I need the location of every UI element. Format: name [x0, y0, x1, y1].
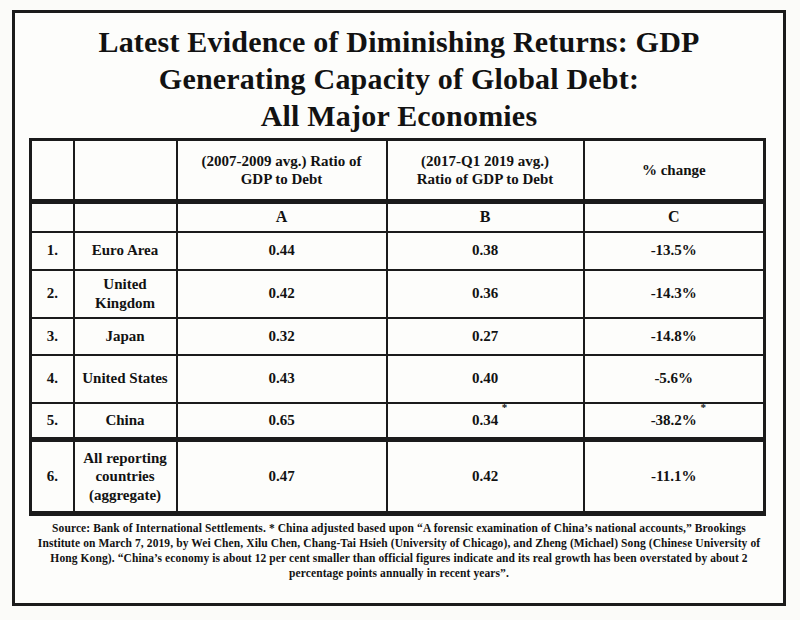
row-number: 6.: [31, 440, 74, 514]
value-b-text: 0.27: [472, 328, 498, 344]
economy-name: United Kingdom: [74, 270, 177, 318]
row-number: 2.: [31, 270, 74, 318]
value-b-text: 0.42: [472, 468, 498, 484]
value-c: -13.5%: [584, 232, 765, 270]
economy-name: All reporting countries (aggregate): [74, 440, 177, 514]
table-row-china: 5. China 0.65 0.34* -38.2%*: [31, 403, 765, 440]
table-row-japan: 3. Japan 0.32 0.27 -14.8%: [31, 318, 765, 355]
letter-num-cell: [31, 202, 74, 232]
col-b-header: (2017-Q1 2019 avg.) Ratio of GDP to Debt: [387, 140, 584, 202]
letter-c: C: [584, 202, 765, 232]
value-b: 0.40: [387, 355, 584, 403]
table-row-all-reporting-countries: 6. All reporting countries (aggregate) 0…: [31, 440, 765, 514]
value-c: -14.8%: [584, 318, 765, 355]
economy-name: Japan: [74, 318, 177, 355]
value-a: 0.42: [177, 270, 387, 318]
value-b: 0.34 *: [387, 403, 584, 440]
value-c-text: -38.2%: [651, 412, 697, 428]
value-c-text: -14.3%: [651, 285, 697, 301]
column-letter-row: A B C: [31, 202, 765, 232]
value-c: -11.1%: [584, 440, 765, 514]
value-c-text: -5.6%: [654, 370, 693, 386]
value-b-text: 0.34: [472, 412, 498, 428]
value-a: 0.43: [177, 355, 387, 403]
row-number: 5.: [31, 403, 74, 440]
value-c: -14.3%: [584, 270, 765, 318]
footnote-marker: *: [700, 403, 706, 415]
value-b-text: 0.36: [472, 285, 498, 301]
value-b: 0.38: [387, 232, 584, 270]
economy-name: Euro Area: [74, 232, 177, 270]
header-num-cell: [31, 140, 74, 202]
header-name-cell: [74, 140, 177, 202]
value-a: 0.44: [177, 232, 387, 270]
gdp-debt-table: (2007-2009 avg.) Ratio of GDP to Debt (2…: [29, 138, 766, 516]
letter-name-cell: [74, 202, 177, 232]
table-row-euro-area: 1. Euro Area 0.44 0.38 -13.5%: [31, 232, 765, 270]
value-a: 0.32: [177, 318, 387, 355]
economy-name: China: [74, 403, 177, 440]
col-c-header: % change: [584, 140, 765, 202]
footnote-marker: *: [502, 403, 508, 415]
value-c: -5.6%: [584, 355, 765, 403]
title-line-1: Latest Evidence of Diminishing Returns: …: [15, 23, 783, 60]
letter-a: A: [177, 202, 387, 232]
value-c-text: -14.8%: [651, 328, 697, 344]
title-line-3: All Major Economies: [15, 97, 783, 134]
value-c-text: -11.1%: [651, 468, 696, 484]
table-row-united-states: 4. United States 0.43 0.40 -5.6%: [31, 355, 765, 403]
row-number: 1.: [31, 232, 74, 270]
column-header-row: (2007-2009 avg.) Ratio of GDP to Debt (2…: [31, 140, 765, 202]
economy-name: United States: [74, 355, 177, 403]
value-b-text: 0.40: [472, 370, 498, 386]
value-c: -38.2%*: [584, 403, 765, 440]
title-line-2: Generating Capacity of Global Debt:: [15, 60, 783, 97]
value-c-text: -13.5%: [651, 242, 697, 258]
col-a-header: (2007-2009 avg.) Ratio of GDP to Debt: [177, 140, 387, 202]
source-footnote: Source: Bank of International Settlement…: [33, 521, 765, 581]
value-a: 0.47: [177, 440, 387, 514]
value-b: 0.27: [387, 318, 584, 355]
value-b: 0.36: [387, 270, 584, 318]
document-frame: Latest Evidence of Diminishing Returns: …: [12, 10, 786, 606]
letter-b: B: [387, 202, 584, 232]
row-number: 4.: [31, 355, 74, 403]
value-a: 0.65: [177, 403, 387, 440]
value-b-text: 0.38: [472, 242, 498, 258]
table-row-united-kingdom: 2. United Kingdom 0.42 0.36 -14.3%: [31, 270, 765, 318]
row-number: 3.: [31, 318, 74, 355]
page-title: Latest Evidence of Diminishing Returns: …: [15, 23, 783, 134]
value-b: 0.42: [387, 440, 584, 514]
